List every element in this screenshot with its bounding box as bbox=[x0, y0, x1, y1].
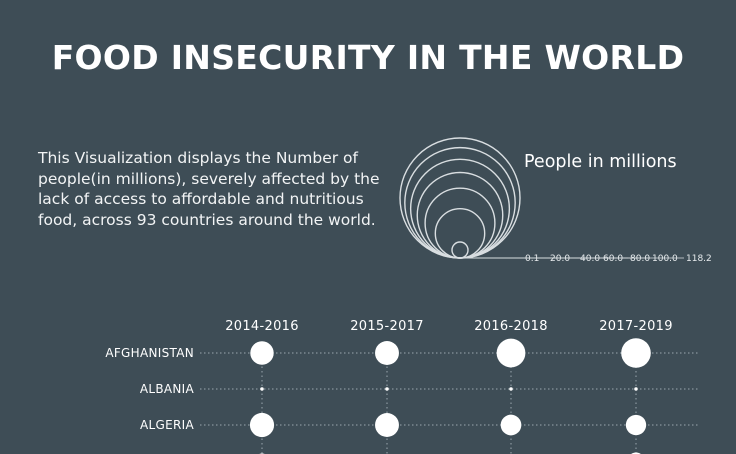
data-bubble bbox=[385, 387, 389, 391]
country-label: ALGERIA bbox=[140, 418, 194, 432]
legend-value-label: 0.1 bbox=[525, 254, 539, 264]
year-column-label: 2014-2016 bbox=[225, 319, 299, 334]
legend-title: People in millions bbox=[524, 152, 677, 172]
data-bubble bbox=[375, 413, 399, 437]
chart-marks bbox=[249, 338, 651, 454]
data-bubble bbox=[500, 414, 522, 436]
year-column-label: 2017-2019 bbox=[599, 319, 673, 334]
year-column-label: 2015-2017 bbox=[350, 319, 424, 334]
country-label: AFGHANISTAN bbox=[105, 346, 194, 360]
country-label: ALBANIA bbox=[140, 382, 195, 396]
chart-grid: 2014-2016 2015-2017 2016-2018 2017-2019 AFGH… bbox=[105, 319, 700, 454]
description-text: This Visualization displays the Number o… bbox=[38, 149, 380, 229]
data-bubble bbox=[496, 338, 526, 368]
year-column-label: 2016-2018 bbox=[474, 319, 548, 334]
legend-ring bbox=[424, 187, 496, 259]
legend-ring bbox=[434, 207, 486, 259]
legend-value-label: 80.0 bbox=[630, 254, 650, 264]
size-legend: People in millions 0.1 20.0 40.0 60.0 80.0 10… bbox=[399, 137, 712, 264]
legend-value-label: 20.0 bbox=[550, 254, 570, 264]
legend-ring bbox=[399, 137, 521, 259]
legend-value-label: 60.0 bbox=[603, 254, 623, 264]
legend-ring bbox=[416, 171, 504, 259]
legend-ring bbox=[451, 241, 469, 259]
data-bubble bbox=[250, 341, 274, 365]
data-bubble bbox=[249, 412, 275, 438]
legend-value-label: 100.0 bbox=[652, 254, 678, 264]
data-bubble bbox=[260, 387, 264, 391]
data-bubble bbox=[634, 387, 638, 391]
data-bubble bbox=[375, 341, 399, 365]
data-bubble bbox=[625, 414, 647, 436]
legend-value-label: 40.0 bbox=[580, 254, 600, 264]
data-bubble bbox=[621, 338, 651, 368]
legend-value-label: 118.2 bbox=[686, 254, 712, 264]
data-bubble bbox=[509, 387, 513, 391]
page-title: FOOD INSECURITY IN THE WORLD bbox=[51, 38, 685, 77]
